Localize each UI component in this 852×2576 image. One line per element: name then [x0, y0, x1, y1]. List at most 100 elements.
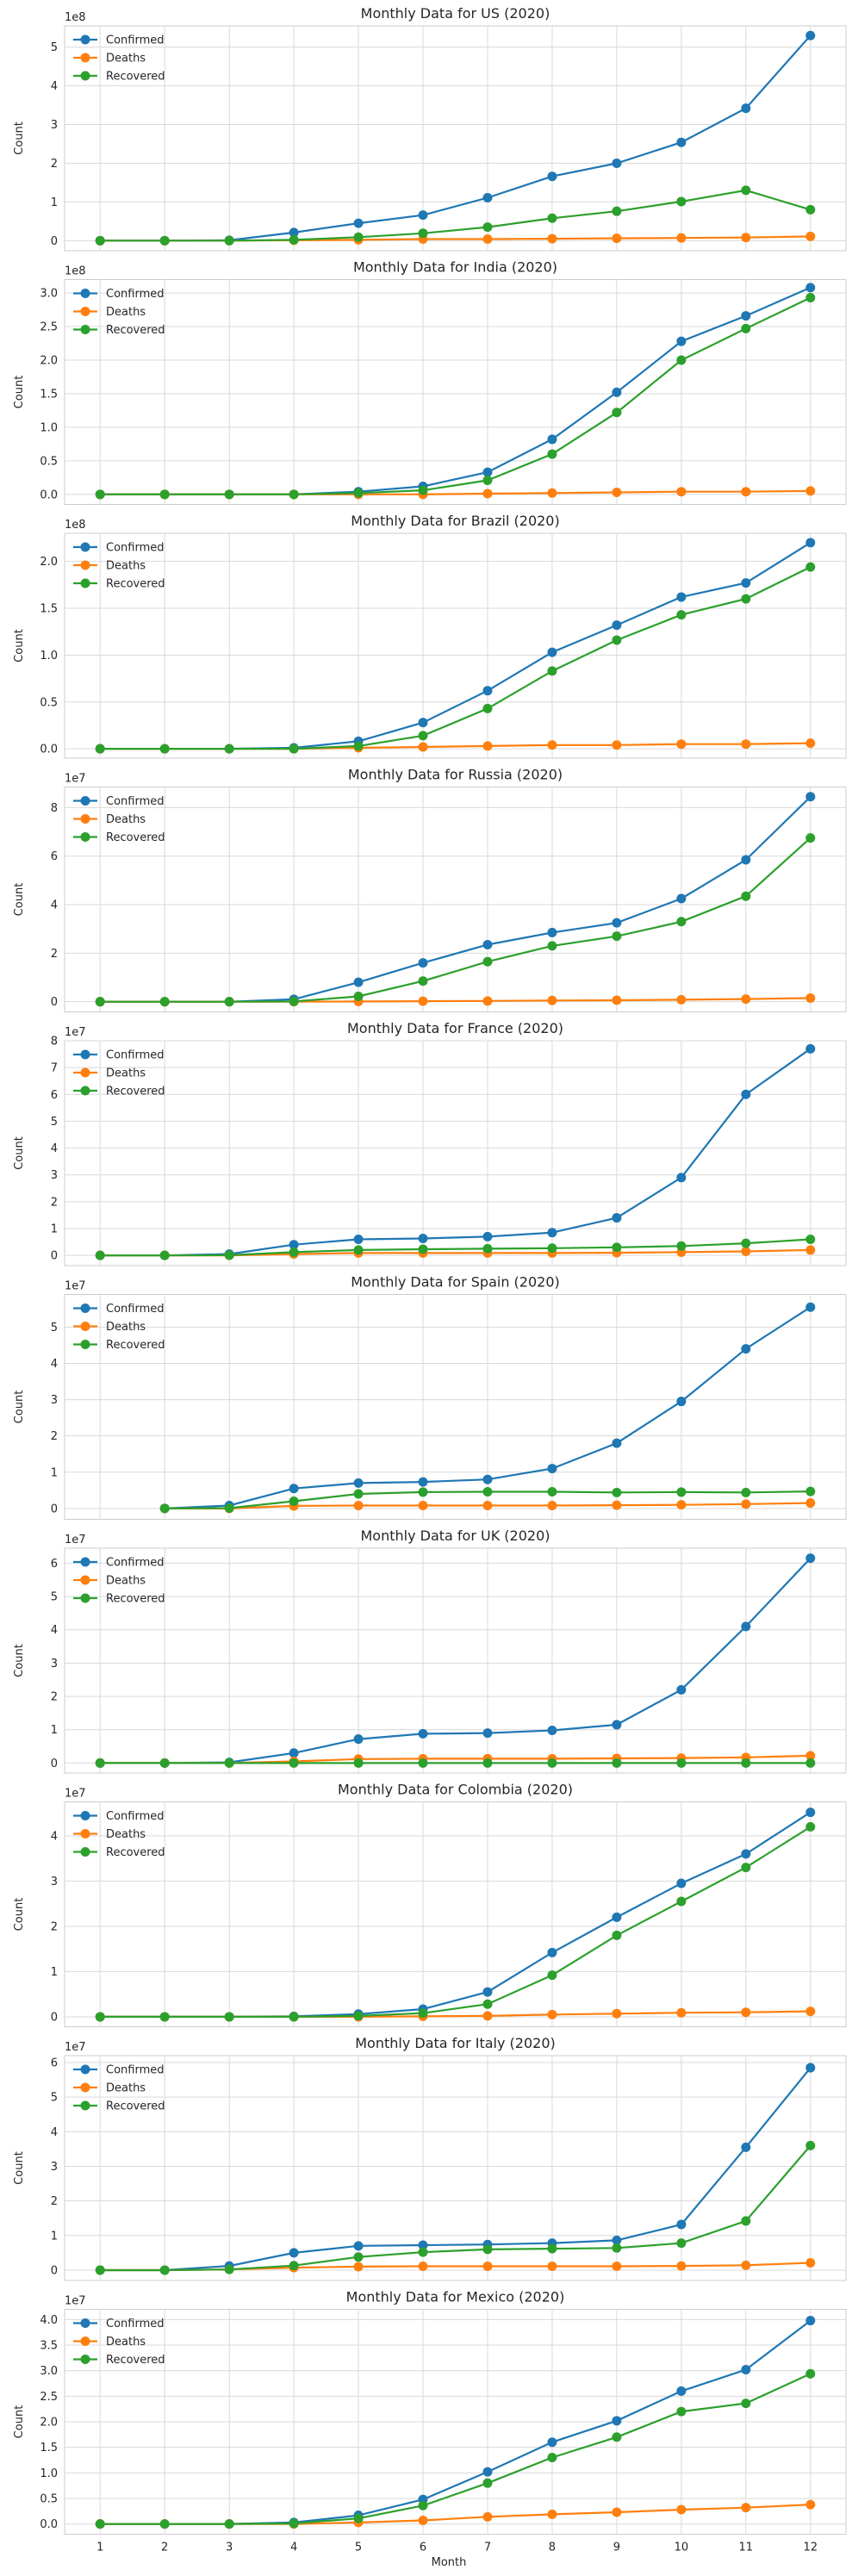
- y-tick-label: 0: [51, 1503, 58, 1515]
- data-point-deaths: [805, 486, 816, 496]
- series-line-recovered: [100, 566, 812, 750]
- data-point-recovered: [612, 1930, 622, 1940]
- x-tick-label: 5: [355, 2542, 362, 2554]
- chart-panel: 0 1 2 3 4 5 Monthly Data for Spain (2020) 1e7 Co…: [13, 1274, 847, 1520]
- data-point-recovered: [224, 489, 234, 500]
- y-tick-label: 5: [51, 1116, 58, 1129]
- y-tick-label: 0.5: [40, 455, 58, 468]
- data-point-recovered: [482, 2478, 493, 2488]
- legend-label: Confirmed: [106, 288, 165, 301]
- data-point-confirmed: [741, 1344, 751, 1354]
- data-point-recovered: [159, 1503, 170, 1514]
- legend-label: Deaths: [106, 560, 146, 573]
- data-point-recovered: [289, 2012, 299, 2022]
- data-point-confirmed: [547, 2437, 557, 2448]
- data-point-recovered: [95, 2265, 105, 2275]
- legend-marker: [80, 71, 90, 81]
- data-point-recovered: [676, 917, 687, 927]
- legend-marker: [80, 1340, 90, 1349]
- data-point-deaths: [482, 2511, 493, 2522]
- y-tick-label: 6: [51, 850, 58, 863]
- data-point-recovered: [741, 594, 751, 604]
- legend-label: Confirmed: [106, 2318, 165, 2330]
- legend-entry: Deaths: [73, 1067, 146, 1080]
- chart-title: Monthly Data for Brazil (2020): [351, 513, 559, 529]
- data-point-confirmed: [612, 620, 622, 631]
- legend-label: Recovered: [106, 1846, 165, 1859]
- data-point-recovered: [353, 1758, 364, 1768]
- y-axis-label: Count: [13, 1898, 26, 1932]
- data-point-confirmed: [547, 1228, 557, 1238]
- legend-entry: Recovered: [73, 1086, 165, 1098]
- y-tick-label: 3: [51, 1876, 58, 1888]
- data-point-recovered: [224, 744, 234, 754]
- data-point-confirmed: [289, 1748, 299, 1758]
- data-point-recovered: [805, 833, 816, 843]
- legend-label: Recovered: [106, 2354, 165, 2367]
- data-point-confirmed: [482, 1728, 493, 1739]
- x-tick-label: 11: [739, 2542, 754, 2554]
- x-tick-label: 6: [420, 2542, 426, 2554]
- data-point-confirmed: [676, 1397, 687, 1407]
- data-point-deaths: [741, 1499, 751, 1509]
- y-tick-label: 4.0: [40, 2314, 58, 2327]
- y-tick-label: 4: [51, 1142, 58, 1155]
- x-tick-label: 4: [290, 2542, 297, 2554]
- data-point-recovered: [547, 941, 557, 951]
- legend-label: Confirmed: [106, 1303, 165, 1316]
- legend-label: Deaths: [106, 306, 146, 319]
- chart-panel: 0 1 2 3 4 5 Monthly Data for US (2020) 1e8 Count…: [13, 5, 847, 252]
- data-point-confirmed: [353, 2241, 364, 2251]
- data-point-recovered: [353, 232, 364, 242]
- legend-entry: Recovered: [73, 831, 165, 844]
- series-line-recovered: [100, 1238, 811, 1257]
- data-point-recovered: [805, 1486, 816, 1496]
- data-point-deaths: [418, 1501, 428, 1511]
- data-point-recovered: [159, 1758, 170, 1768]
- data-point-confirmed: [676, 336, 687, 346]
- data-point-confirmed: [805, 2063, 816, 2073]
- legend-entry: Deaths: [73, 2336, 146, 2349]
- data-point-confirmed: [482, 1231, 493, 1241]
- chart-panel: 0.0 0.5 1.0 1.5 2.0 2.5 3.0 3.5 4.0 Monthly Data …: [13, 2289, 847, 2554]
- plot-area: [64, 2055, 847, 2281]
- legend-entry: Recovered: [73, 2100, 165, 2113]
- y-tick-label: 0.5: [40, 696, 58, 709]
- data-point-confirmed: [482, 1987, 493, 1997]
- data-point-recovered: [547, 666, 557, 676]
- data-point-confirmed: [418, 958, 428, 968]
- data-point-deaths: [482, 234, 493, 245]
- data-point-recovered: [676, 1487, 687, 1497]
- data-point-recovered: [353, 1245, 364, 1255]
- legend-marker: [80, 2336, 90, 2346]
- data-point-confirmed: [418, 1234, 428, 1244]
- data-point-deaths: [676, 2261, 687, 2271]
- legend-entry: Recovered: [73, 578, 165, 591]
- chart-panel: 0 1 2 3 4 5 6 7 8 Monthly Data for France (2020) 1…: [13, 1020, 847, 1266]
- chart-title: Monthly Data for Spain (2020): [351, 1274, 560, 1291]
- chart-title: Monthly Data for US (2020): [361, 5, 550, 22]
- data-point-confirmed: [289, 2248, 299, 2258]
- data-point-recovered: [159, 2012, 170, 2022]
- data-point-recovered: [482, 956, 493, 967]
- chart-panel: 0 1 2 3 4 Monthly Data for Colombia (2020) 1e7…: [13, 1782, 847, 2027]
- data-point-deaths: [612, 487, 622, 497]
- x-tick-label: 1: [96, 2542, 103, 2554]
- data-point-confirmed: [289, 1484, 299, 1494]
- legend-label: Recovered: [106, 324, 165, 337]
- data-point-recovered: [95, 997, 105, 1007]
- y-tick-label: 6: [51, 2057, 58, 2070]
- data-point-confirmed: [612, 2235, 622, 2245]
- data-point-confirmed: [418, 1477, 428, 1487]
- data-point-deaths: [353, 1501, 364, 1511]
- series-line-recovered: [100, 2373, 812, 2525]
- data-point-recovered: [805, 1821, 816, 1832]
- data-point-confirmed: [547, 1947, 557, 1957]
- legend-label: Deaths: [106, 53, 146, 65]
- data-point-recovered: [676, 2406, 687, 2417]
- data-point-recovered: [741, 891, 751, 901]
- legend-entry: Deaths: [73, 1828, 146, 1841]
- y-axis-label: Count: [13, 629, 26, 663]
- data-point-recovered: [95, 1250, 105, 1260]
- data-point-confirmed: [547, 1464, 557, 1474]
